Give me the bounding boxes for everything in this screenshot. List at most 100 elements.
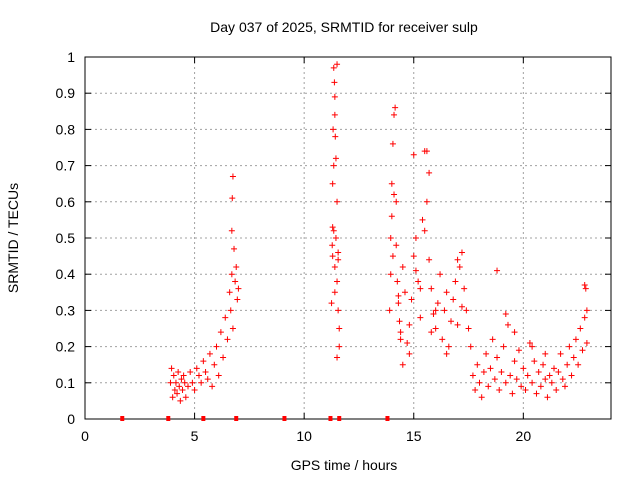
data-point [469, 372, 476, 379]
zero-marker [120, 416, 125, 421]
y-tick-label: 0.9 [56, 85, 76, 101]
data-point [461, 285, 468, 292]
data-point [386, 307, 393, 314]
data-point [540, 361, 547, 368]
data-point [515, 347, 522, 354]
data-point [463, 307, 470, 314]
data-point [544, 394, 551, 401]
x-tick-label: 20 [516, 428, 532, 444]
data-point [329, 242, 336, 249]
data-point [531, 358, 538, 365]
data-point [228, 227, 235, 234]
data-point [559, 376, 566, 383]
data-point [408, 296, 415, 303]
data-point [401, 289, 408, 296]
data-point [441, 307, 448, 314]
data-point [217, 329, 224, 336]
data-point [204, 376, 211, 383]
data-point [410, 253, 417, 260]
data-point [502, 311, 509, 318]
zero-marker [328, 416, 333, 421]
data-point [180, 372, 187, 379]
data-points [167, 61, 590, 404]
data-point [421, 227, 428, 234]
data-point [167, 379, 174, 386]
data-point [213, 343, 220, 350]
data-point [467, 343, 474, 350]
data-point [334, 278, 341, 285]
data-point [583, 339, 590, 346]
data-point [465, 325, 472, 332]
data-point [389, 140, 396, 147]
data-point [178, 376, 185, 383]
data-point [193, 365, 200, 372]
data-point [546, 372, 553, 379]
data-point [548, 379, 555, 386]
data-point [428, 329, 435, 336]
y-tick-label: 0.7 [56, 158, 76, 174]
tick-layer [84, 56, 611, 420]
data-point [474, 361, 481, 368]
data-point [388, 213, 395, 220]
data-point [454, 256, 461, 263]
data-point [443, 289, 450, 296]
data-point [228, 271, 235, 278]
data-point [169, 394, 176, 401]
data-point [391, 191, 398, 198]
data-point [483, 350, 490, 357]
y-tick-label: 0.2 [56, 339, 76, 355]
data-point [511, 329, 518, 336]
data-point [172, 379, 179, 386]
data-point [568, 372, 575, 379]
data-point [570, 354, 577, 361]
data-point [579, 347, 586, 354]
data-point [553, 387, 560, 394]
data-point [170, 372, 177, 379]
data-point [177, 397, 184, 404]
data-point [412, 235, 419, 241]
data-point [209, 383, 216, 390]
data-point [417, 285, 424, 292]
data-point [393, 242, 400, 249]
data-point [330, 162, 337, 169]
data-point [557, 350, 564, 357]
data-point [329, 253, 336, 260]
data-point [526, 339, 533, 346]
data-point [454, 321, 461, 328]
data-point [487, 365, 494, 372]
data-point [198, 379, 205, 386]
data-point [575, 361, 582, 368]
y-tick-label: 0.3 [56, 302, 76, 318]
zero-marker [282, 416, 287, 421]
x-tick-label: 0 [81, 428, 89, 444]
data-point [331, 263, 338, 270]
data-point [423, 148, 430, 155]
data-point [423, 198, 430, 205]
data-point [189, 379, 196, 386]
data-point [399, 263, 406, 270]
data-point [458, 249, 465, 256]
data-point [227, 307, 234, 314]
y-tick-label: 0.1 [56, 375, 76, 391]
data-point [412, 267, 419, 274]
data-point [396, 318, 403, 325]
data-point [229, 195, 236, 202]
data-point [432, 307, 439, 314]
data-point [175, 368, 182, 375]
data-point [330, 227, 337, 234]
data-point [334, 198, 341, 205]
data-point [328, 300, 335, 307]
data-point [439, 336, 446, 343]
data-point [542, 376, 549, 383]
x-tick-label: 15 [406, 428, 422, 444]
data-point [404, 339, 411, 346]
data-point [331, 111, 338, 118]
data-point [235, 285, 242, 292]
data-point [224, 336, 231, 343]
data-point [331, 79, 338, 86]
data-point [410, 151, 417, 158]
data-point [391, 111, 398, 118]
data-point [494, 267, 501, 274]
y-tick-labels: 0 0.1 0.2 0.3 0.4 0.5 0.6 0.7 0.8 0.9 1 [56, 49, 76, 427]
